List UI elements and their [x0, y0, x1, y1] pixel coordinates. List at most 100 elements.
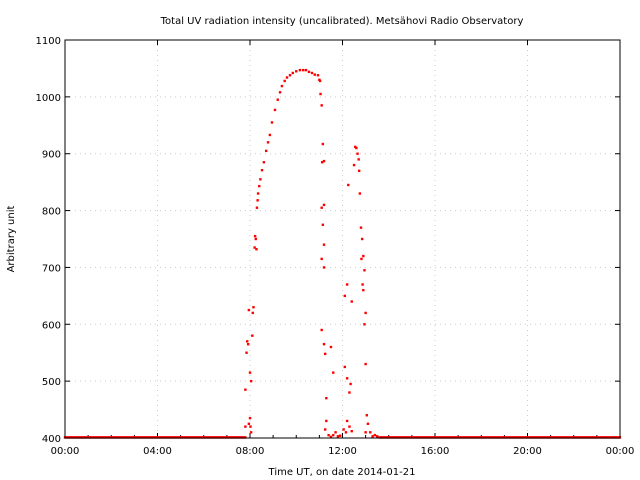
data-point	[298, 68, 302, 72]
data-point	[301, 68, 305, 72]
data-point	[322, 266, 326, 269]
x-tick-label: 04:00	[143, 446, 172, 457]
data-point	[288, 74, 292, 77]
x-tick-label: 08:00	[236, 446, 265, 457]
data-point	[304, 68, 308, 72]
data-point	[252, 306, 255, 309]
data-point	[253, 234, 257, 238]
data-point	[248, 416, 252, 420]
data-point	[266, 141, 270, 144]
data-point	[342, 428, 345, 431]
data-point	[344, 431, 348, 434]
data-point	[362, 254, 365, 258]
data-point	[262, 161, 266, 164]
data-point	[256, 192, 260, 195]
data-point	[360, 257, 363, 261]
data-point	[258, 184, 261, 188]
data-point	[345, 283, 349, 286]
data-point	[357, 158, 360, 161]
x-tick-label: 20:00	[513, 446, 542, 457]
data-point	[256, 199, 259, 202]
data-point	[363, 269, 366, 272]
data-point	[322, 203, 326, 207]
data-point	[295, 70, 298, 73]
data-point	[334, 431, 337, 434]
data-point	[369, 431, 372, 434]
data-point	[244, 388, 247, 391]
data-point	[360, 237, 364, 241]
data-point	[270, 121, 274, 124]
data-point	[247, 308, 251, 312]
data-point	[329, 435, 333, 439]
y-tick-label: 900	[42, 150, 61, 161]
data-point	[278, 91, 282, 94]
data-point	[255, 248, 258, 251]
data-point	[322, 159, 326, 163]
y-tick-label: 700	[42, 263, 61, 274]
data-point	[347, 183, 350, 187]
data-point	[364, 311, 367, 315]
x-tick-label: 00:00	[51, 446, 80, 457]
data-point	[323, 428, 327, 431]
data-point	[319, 92, 322, 96]
data-point	[321, 142, 325, 146]
data-point	[254, 237, 257, 241]
data-point	[291, 71, 294, 75]
data-point	[318, 79, 322, 83]
data-point	[350, 300, 353, 303]
data-point	[251, 311, 254, 315]
data-point	[307, 70, 311, 74]
data-point	[244, 425, 247, 428]
data-point	[352, 163, 356, 167]
x-tick-label: 16:00	[421, 446, 450, 457]
data-point	[244, 436, 247, 439]
data-point	[255, 206, 259, 209]
data-point	[343, 294, 347, 298]
data-point	[259, 178, 262, 181]
plot-frame	[64, 39, 621, 439]
data-point	[322, 342, 326, 346]
data-point	[283, 79, 286, 83]
data-point	[245, 351, 248, 354]
data-point	[345, 419, 349, 423]
data-points	[63, 68, 622, 439]
x-axis-label: Time UT, on date 2014-01-21	[268, 467, 416, 478]
data-point	[365, 414, 368, 417]
data-point	[345, 377, 349, 380]
data-point	[349, 382, 352, 386]
ticks: 00:00 04:00 08:00 12:00 16:00 20:00 00:0040050…	[36, 36, 635, 457]
y-tick-label: 500	[42, 377, 61, 388]
data-point	[322, 243, 326, 246]
data-point	[273, 108, 277, 112]
data-point	[320, 104, 323, 107]
data-point	[362, 288, 365, 292]
data-point	[320, 328, 323, 332]
data-point	[276, 98, 279, 101]
data-point	[336, 435, 340, 438]
data-point	[320, 257, 323, 261]
data-point	[247, 422, 251, 425]
chart-title: Total UV radiation intensity (uncalibrat…	[160, 16, 524, 27]
data-point	[332, 433, 335, 437]
data-point	[359, 226, 363, 229]
data-point	[320, 161, 324, 164]
data-point	[327, 433, 330, 437]
data-point	[348, 391, 351, 394]
data-point	[364, 431, 367, 434]
data-point	[357, 169, 361, 172]
data-point	[320, 206, 323, 209]
data-point	[325, 419, 328, 423]
data-point	[249, 425, 252, 428]
x-tick-label: 00:00	[606, 446, 635, 457]
data-point	[361, 283, 364, 286]
data-point	[355, 146, 358, 150]
y-tick-label: 1000	[36, 93, 61, 104]
data-point	[364, 362, 367, 366]
data-point	[313, 73, 316, 76]
y-tick-label: 600	[42, 320, 61, 331]
data-point	[260, 169, 264, 172]
y-tick-label: 400	[42, 434, 61, 445]
data-point	[366, 422, 370, 425]
data-point	[285, 76, 289, 79]
